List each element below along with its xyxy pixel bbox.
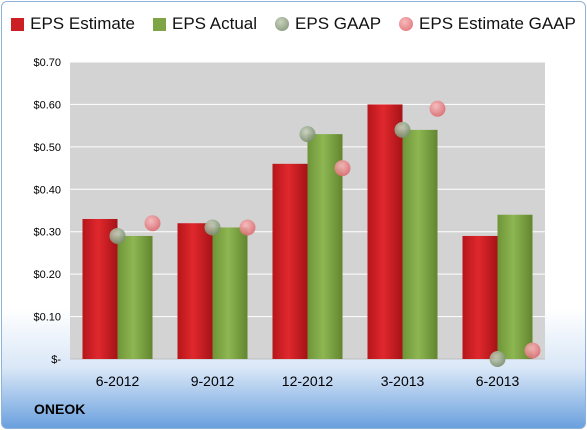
legend-item-eps-estimate: EPS Estimate — [11, 14, 135, 34]
legend-swatch-eps-estimate — [11, 17, 25, 31]
y-tick-label: $0.70 — [33, 57, 61, 69]
bars — [82, 104, 533, 359]
bar-eps-estimate — [177, 223, 213, 359]
legend-swatch-eps-actual — [152, 17, 166, 31]
company-label: ONEOK — [34, 401, 86, 417]
bar-eps-actual — [117, 235, 153, 359]
bar-eps-actual — [497, 214, 533, 359]
y-tick-label: $0.40 — [33, 184, 61, 196]
legend-label-eps-estimate-gaap: EPS Estimate GAAP — [419, 14, 576, 33]
bar-eps-estimate — [272, 163, 308, 359]
x-tick-label: 6-2013 — [476, 373, 520, 389]
legend-item-eps-gaap: EPS GAAP — [275, 14, 381, 34]
legend-swatch-eps-gaap — [275, 17, 290, 31]
marker-eps-gaap — [204, 219, 221, 236]
markers — [109, 100, 541, 367]
marker-eps-gaap — [299, 126, 316, 143]
y-tick-label: $- — [51, 354, 61, 366]
marker-eps-gaap — [489, 351, 506, 367]
legend-label-eps-gaap: EPS GAAP — [295, 14, 382, 33]
y-tick-label: $0.30 — [33, 227, 61, 239]
bar-eps-estimate — [367, 104, 403, 359]
x-tick-label: 3-2013 — [381, 373, 425, 389]
bar-eps-estimate — [82, 218, 118, 359]
bar-eps-actual — [402, 129, 438, 359]
bar-eps-actual — [212, 227, 248, 359]
x-tick-label: 6-2012 — [96, 373, 140, 389]
legend-label-eps-estimate: EPS Estimate — [30, 14, 135, 33]
y-tick-label: $0.50 — [33, 142, 61, 154]
marker-eps-estimate-gaap — [144, 215, 161, 232]
y-axis: $- $0.10 $0.20 $0.30 $0.40 $0.50 $0.60 $0.70 — [33, 57, 61, 366]
marker-eps-estimate-gaap — [334, 160, 351, 177]
legend: EPS Estimate EPS Actual EPS GAAP EPS Est… — [0, 14, 587, 34]
y-tick-label: $0.20 — [33, 269, 61, 281]
bar-eps-estimate — [462, 235, 498, 359]
y-tick-label: $0.60 — [33, 99, 61, 111]
legend-swatch-eps-estimate-gaap — [399, 17, 414, 31]
x-axis: 6-2012 9-2012 12-2012 3-2013 6-2013 — [96, 373, 520, 389]
y-tick-label: $0.10 — [33, 312, 61, 324]
marker-eps-estimate-gaap — [524, 342, 541, 359]
marker-eps-estimate-gaap — [239, 219, 256, 236]
legend-item-eps-actual: EPS Actual — [152, 14, 258, 34]
marker-eps-estimate-gaap — [429, 100, 446, 117]
legend-item-eps-estimate-gaap: EPS Estimate GAAP — [399, 14, 576, 34]
x-tick-label: 12-2012 — [282, 373, 334, 389]
marker-eps-gaap — [394, 121, 411, 138]
legend-label-eps-actual: EPS Actual — [171, 14, 258, 33]
marker-eps-gaap — [109, 227, 126, 244]
x-tick-label: 9-2012 — [191, 373, 235, 389]
